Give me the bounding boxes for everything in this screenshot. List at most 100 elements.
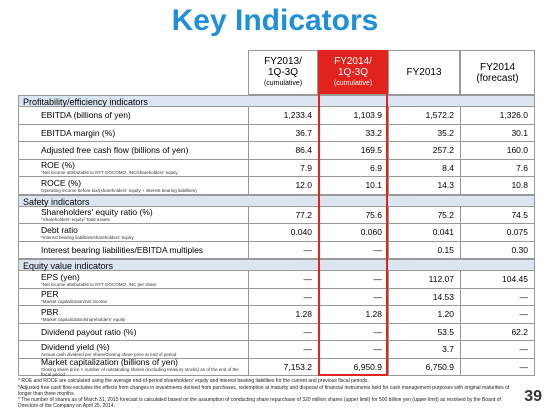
- footnote: *Adjusted free cash flow excludes the ef…: [18, 385, 510, 397]
- header-line: FY2014: [479, 61, 516, 73]
- row-label-cell: Dividend payout ratio (%): [18, 323, 248, 341]
- header-line: (cumulative): [263, 80, 303, 87]
- value-cell: —: [460, 358, 535, 376]
- row-note: *Market capitalization/shareholders' equ…: [41, 316, 126, 322]
- row-note: *Net income attributable to NTT DOCOMO, …: [41, 281, 157, 287]
- column-header: FY2013/1Q-3Q (cumulative): [248, 50, 318, 95]
- value-cell: 0.15: [388, 241, 460, 259]
- column-header: FY2013: [388, 50, 460, 95]
- value-cell: —: [460, 341, 535, 359]
- header-line: FY2014/: [334, 56, 372, 67]
- row-note: Operating income before tax/(shareholder…: [41, 187, 197, 193]
- value-cell: 1.28: [248, 306, 318, 324]
- footnote: * The number of shares as of March 31, 2…: [18, 397, 501, 409]
- value-cell: 75.2: [388, 206, 460, 224]
- row-label: ROCE (%): [41, 177, 82, 188]
- row-label-cell: EPS (yen) *Net income attributable to NTT…: [18, 271, 248, 289]
- value-cell: —: [248, 241, 318, 259]
- row-note: *Interest bearing liabilities/shareholde…: [41, 234, 134, 240]
- value-cell: 257.2: [388, 142, 460, 160]
- header-line: FY2013/: [264, 56, 302, 67]
- value-cell: 7,153.2: [248, 358, 318, 376]
- column-header: FY2014 (forecast): [460, 50, 535, 95]
- row-note: Closing share price × number of outstand…: [41, 366, 239, 377]
- row-label: Shareholders' equity ratio (%): [41, 207, 153, 218]
- value-cell: —: [248, 323, 318, 341]
- value-cell: 77.2: [248, 206, 318, 224]
- footnote: * ROE and ROCE are calculated using the …: [18, 378, 369, 384]
- row-label: PBR: [41, 306, 59, 317]
- title: Key Indicators: [171, 4, 379, 37]
- value-cell: 7.9: [248, 159, 318, 177]
- row-label-cell: Shareholders' equity ratio (%) *Sharehold…: [18, 206, 248, 224]
- row-label: ROE (%): [41, 160, 75, 171]
- value-cell: 1,326.0: [460, 107, 535, 125]
- row-label-cell: Market capitalization (billions of yen) C…: [18, 356, 248, 377]
- row-label-cell: PER *Market capitalization/net income: [18, 288, 248, 306]
- row-label-cell: PBR *Market capitalization/shareholders' …: [18, 306, 248, 324]
- value-cell: 53.5: [388, 323, 460, 341]
- header-line: (cumulative): [333, 80, 373, 87]
- value-cell: 36.7: [248, 124, 318, 142]
- row-label-cell: Adjusted free cash flow (billions of yen…: [18, 142, 248, 160]
- value-cell: 30.1: [460, 124, 535, 142]
- section-header: Equity value indicators: [18, 259, 535, 271]
- value-cell: 62.2: [460, 323, 535, 341]
- row-label-cell: ROCE (%) Operating income before tax/(sha…: [18, 177, 248, 195]
- value-cell: 104.45: [460, 271, 535, 289]
- row-label: PER: [41, 289, 59, 300]
- value-cell: 1.20: [388, 306, 460, 324]
- row-note: *Net income attributable to NTT DOCOMO, …: [41, 170, 178, 176]
- value-cell: 14.53: [388, 288, 460, 306]
- value-cell: 0.30: [460, 241, 535, 259]
- value-cell: 14.3: [388, 177, 460, 195]
- column-header: FY2014/1Q-3Q (cumulative): [318, 50, 388, 95]
- section-header: Profitability/efficiency indicators: [18, 95, 535, 107]
- row-label: Market capitalization (billions of yen): [41, 356, 179, 367]
- value-cell: 6,750.9: [388, 358, 460, 376]
- value-cell: 1,572.2: [388, 107, 460, 125]
- value-cell: —: [248, 288, 318, 306]
- header-line: (forecast): [476, 72, 519, 84]
- row-note: *Shareholders' equity/ Total assets: [41, 217, 110, 223]
- row-label: Dividend yield (%): [41, 341, 110, 352]
- row-label-cell: ROE (%) *Net income attributable to NTT D…: [18, 159, 248, 177]
- page-number: 39: [524, 388, 542, 405]
- row-label-cell: Dividend yield (%) Annual cash dividend p…: [18, 341, 248, 359]
- row-label: EBITDA margin (%): [41, 127, 116, 138]
- value-cell: 8.4: [388, 159, 460, 177]
- value-cell: 10.8: [460, 177, 535, 195]
- row-label: EPS (yen): [41, 271, 80, 282]
- value-cell: —: [248, 341, 318, 359]
- value-cell: 160.0: [460, 142, 535, 160]
- value-cell: 74.5: [460, 206, 535, 224]
- highlight-frame: [318, 50, 388, 376]
- value-cell: 112.07: [388, 271, 460, 289]
- section-header: Safety indicators: [18, 194, 535, 207]
- value-cell: —: [460, 306, 535, 324]
- header-line: 1Q-3Q: [337, 67, 368, 78]
- row-label: EBITDA (billions of yen): [41, 110, 131, 121]
- row-label: Dividend payout ratio (%): [41, 326, 137, 337]
- value-cell: 0.075: [460, 224, 535, 242]
- value-cell: 3.7: [388, 341, 460, 359]
- value-cell: 7.6: [460, 159, 535, 177]
- row-label-cell: EBITDA (billions of yen): [18, 107, 248, 125]
- value-cell: 0.040: [248, 224, 318, 242]
- header-line: 1Q-3Q: [267, 67, 298, 78]
- row-label: Interest bearing liabilities/EBITDA mult…: [41, 244, 204, 255]
- value-cell: 35.2: [388, 124, 460, 142]
- row-label-cell: Debt ratio *Interest bearing liabilities/…: [18, 224, 248, 242]
- value-cell: —: [248, 271, 318, 289]
- value-cell: 12.0: [248, 177, 318, 195]
- row-label: Adjusted free cash flow (billions of yen…: [41, 145, 189, 156]
- value-cell: 1,233.4: [248, 107, 318, 125]
- row-label: Debt ratio: [41, 224, 78, 235]
- value-cell: —: [460, 288, 535, 306]
- value-cell: 86.4: [248, 142, 318, 160]
- header-line: FY2013: [406, 67, 442, 78]
- value-cell: 0.041: [388, 224, 460, 242]
- row-label-cell: Interest bearing liabilities/EBITDA mult…: [18, 241, 248, 259]
- row-note: *Market capitalization/net income: [41, 299, 108, 305]
